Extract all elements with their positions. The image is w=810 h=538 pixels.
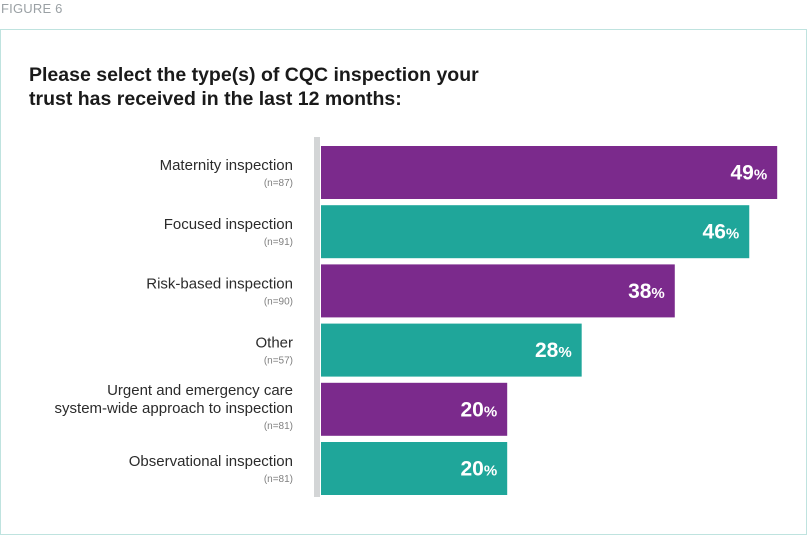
bar [321,264,675,318]
category-label: system-wide approach to inspection [55,400,293,417]
data-label-value: 28 [535,339,559,362]
category-label: Observational inspection [129,453,293,470]
sample-size-label: (n=57) [264,356,293,367]
data-label: 49% [730,162,767,185]
bar [321,146,778,199]
sample-size-label: (n=87) [264,178,293,189]
bar [321,382,508,436]
sample-size-label: (n=81) [264,474,293,485]
data-label-unit: % [754,167,767,184]
data-label: 46% [703,221,740,244]
category-label: Focused inspection [164,216,293,233]
data-label-value: 20 [460,398,483,421]
sample-size-label: (n=91) [264,237,293,248]
data-label-unit: % [651,285,664,302]
data-label: 20% [460,398,497,421]
y-axis-line [314,137,320,497]
sample-size-label: (n=81) [264,421,293,432]
category-label: Risk-based inspection [146,275,293,292]
data-label-unit: % [484,403,497,420]
data-label: 20% [460,458,497,481]
data-label: 38% [628,280,665,303]
data-label-value: 38 [628,280,652,303]
figure-label: FIGURE 6 [1,1,63,16]
chart-title: Please select the type(s) of CQC inspect… [29,63,589,111]
data-label-unit: % [726,226,739,243]
data-label-unit: % [484,463,497,480]
category-label: Urgent and emergency care [107,382,293,399]
data-label-value: 20 [460,458,483,481]
category-label: Other [255,335,293,352]
chart-title-line-2: trust has received in the last 12 months… [29,88,402,110]
data-label-value: 46 [703,221,726,244]
data-label: 28% [535,339,572,362]
sample-size-label: (n=90) [264,296,293,307]
bar [321,323,582,377]
bar [321,442,508,495]
bar [321,205,750,259]
data-label-value: 49 [730,162,753,185]
data-label-unit: % [558,344,571,361]
category-label: Maternity inspection [160,157,293,174]
chart-title-line-1: Please select the type(s) of CQC inspect… [29,64,479,86]
